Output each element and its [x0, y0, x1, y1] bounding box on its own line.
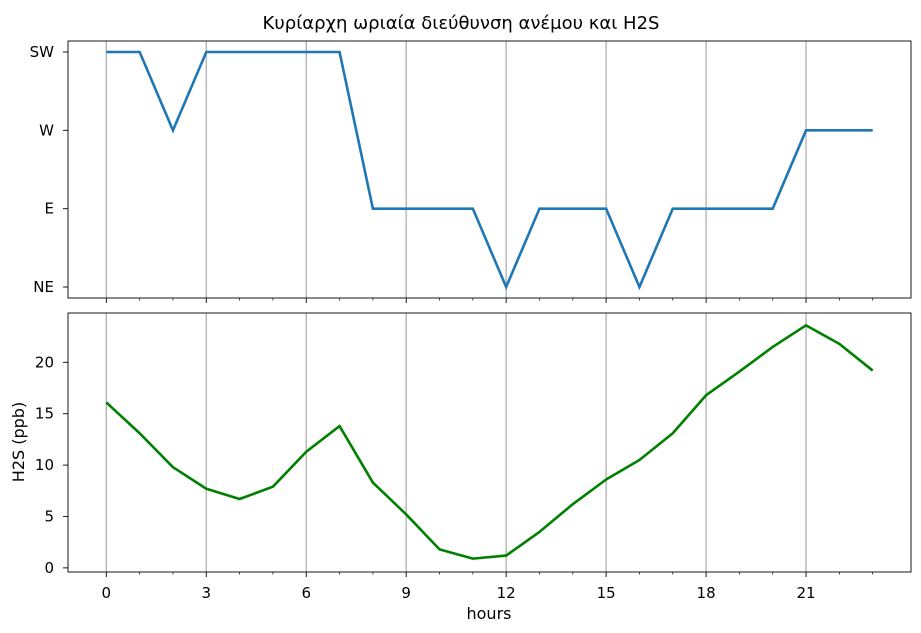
y-axis-label: H2S (ppb) — [9, 402, 28, 482]
chart-title: Κυρίαρχη ωριαία διεύθυνση ανέμου και H2S — [263, 13, 660, 34]
top-y-tick-label: W — [39, 121, 54, 139]
h2s-line — [105, 324, 874, 560]
top-y-tick-label: NE — [33, 278, 54, 296]
wind-direction-line — [106, 50, 873, 291]
top-axes-frame — [67, 40, 912, 299]
bottom-x-tick-label: 18 — [697, 584, 716, 602]
top-y-tick-label: SW — [30, 43, 55, 61]
bottom-y-tick-label: 5 — [44, 508, 54, 526]
bottom-y-tick-label: 20 — [35, 353, 54, 371]
wind-direction-panel: NE E W SW — [30, 40, 912, 303]
bottom-x-tick-label: 21 — [796, 584, 815, 602]
bottom-x-tick-label: 0 — [102, 584, 112, 602]
bottom-axes-frame — [67, 312, 912, 573]
h2s-panel: 0 5 10 15 20 0 3 6 9 12 15 18 21 — [35, 312, 912, 602]
x-axis-label: hours — [467, 604, 512, 623]
top-y-tick-label: E — [45, 200, 54, 218]
bottom-x-tick-label: 3 — [202, 584, 212, 602]
bottom-x-tick-label: 6 — [301, 584, 311, 602]
bottom-y-tick-label: 0 — [44, 559, 54, 577]
bottom-y-tick-label: 15 — [35, 405, 54, 423]
bottom-x-tick-label: 12 — [497, 584, 516, 602]
bottom-x-tick-label: 15 — [597, 584, 616, 602]
bottom-x-tick-label: 9 — [401, 584, 411, 602]
bottom-y-tick-label: 10 — [35, 456, 54, 474]
